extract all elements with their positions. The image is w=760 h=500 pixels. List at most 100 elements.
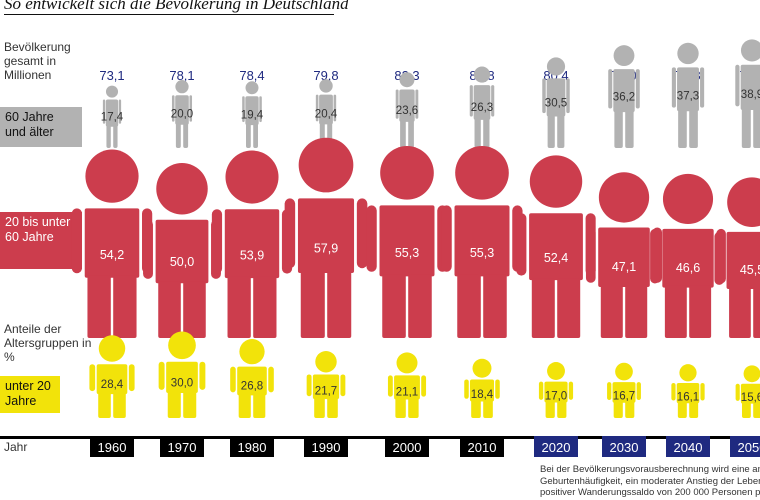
value-60-plus: 30,5 [545, 98, 567, 110]
figure-arm [128, 364, 135, 392]
figure-head [85, 149, 139, 203]
figure-60-plus [171, 80, 193, 148]
figure-head [319, 79, 333, 93]
figure-60-plus [469, 66, 495, 148]
value-60-plus: 23,6 [396, 105, 418, 117]
value-20-to-60: 55,3 [470, 246, 494, 260]
year-label: 2040 [674, 440, 703, 455]
value-20-to-60: 53,9 [240, 248, 264, 262]
figure-head [615, 362, 633, 381]
figure-60-plus [395, 72, 419, 148]
figure-leg [158, 281, 181, 338]
figure-torso [726, 231, 760, 290]
figure-arm [671, 67, 676, 108]
footnote: Bei der Bevölkerungsvorausberechnung wir… [540, 464, 760, 499]
figure-leg [253, 123, 258, 148]
figure-torso [379, 205, 435, 277]
figure-under-20 [671, 364, 705, 418]
value-20-to-60: 52,4 [544, 251, 568, 265]
total-population-value: 78,1 [169, 68, 194, 83]
value-under-20: 30,0 [171, 377, 193, 389]
year-label: 1980 [238, 440, 267, 455]
figure-leg [729, 287, 751, 338]
figure-leg [689, 401, 699, 418]
figure-head [679, 364, 697, 382]
figure-arm [143, 219, 153, 279]
value-20-to-60: 45,5 [740, 263, 760, 277]
figure-leg [113, 275, 137, 338]
figure-arm [538, 381, 544, 400]
figure-torso [677, 67, 699, 112]
figure-leg [753, 108, 760, 148]
figure-leg [227, 276, 251, 338]
value-under-20: 15,6 [741, 392, 760, 404]
figure-arm [118, 99, 122, 124]
value-under-20: 16,7 [613, 391, 635, 403]
figure-leg [175, 122, 181, 148]
figure-leg [408, 397, 419, 418]
figure-arm [469, 85, 473, 117]
year-box [460, 436, 504, 457]
figure-leg [167, 391, 181, 418]
figure-20-to-60 [714, 177, 760, 338]
figure-leg [106, 124, 111, 148]
figure-head [529, 155, 583, 208]
figure-arm [395, 89, 399, 119]
figure-leg [689, 109, 698, 148]
figure-torso [237, 366, 267, 396]
figure-arm [89, 364, 96, 392]
year-label: 2010 [468, 440, 497, 455]
total-population-value: 78,4 [239, 68, 264, 83]
figure-leg [483, 399, 493, 418]
figure-torso [312, 374, 340, 400]
figure-leg [246, 123, 251, 148]
figure-torso [399, 89, 415, 122]
figure-arm [268, 366, 274, 393]
figure-head [613, 45, 635, 67]
figure-leg [474, 117, 481, 148]
figure-leg [483, 117, 490, 148]
figure-torso [166, 361, 198, 394]
figure-arm [306, 374, 312, 397]
figure-arm [700, 383, 705, 401]
figure-torso [544, 381, 568, 403]
figure-leg [614, 110, 623, 148]
figure-head [743, 365, 760, 383]
figure-head [472, 358, 492, 378]
decade-column: 78,1 20,0 50,0 30,0 1970 [143, 68, 221, 457]
figure-leg [613, 400, 623, 418]
value-20-to-60: 57,9 [314, 241, 338, 255]
figure-head [168, 331, 196, 360]
value-under-20: 26,8 [241, 381, 263, 393]
year-box [160, 436, 204, 457]
figure-leg [531, 278, 555, 338]
figure-torso [96, 364, 128, 395]
total-population-value: 79,8 [313, 68, 338, 83]
figure-leg [625, 284, 648, 338]
figure-arm [516, 213, 527, 276]
figure-arm [242, 96, 245, 123]
figure-arm [415, 89, 419, 119]
figure-torso [740, 383, 760, 404]
figure-head [239, 339, 265, 365]
figure-leg [753, 401, 760, 418]
figure-20-to-60 [211, 150, 293, 338]
figure-torso [297, 198, 355, 273]
figure-arm [211, 209, 223, 274]
figure-arm [230, 366, 236, 393]
figure-arm [650, 228, 660, 284]
figure-arm [199, 361, 206, 390]
figure-leg [625, 400, 635, 418]
figure-head [399, 72, 415, 88]
year-box [385, 436, 429, 457]
figure-leg [557, 114, 565, 148]
figure-under-20 [158, 331, 206, 418]
year-label: 2020 [542, 440, 571, 455]
figure-under-20 [230, 339, 274, 418]
value-under-20: 21,7 [315, 386, 337, 398]
figure-leg [400, 119, 406, 148]
